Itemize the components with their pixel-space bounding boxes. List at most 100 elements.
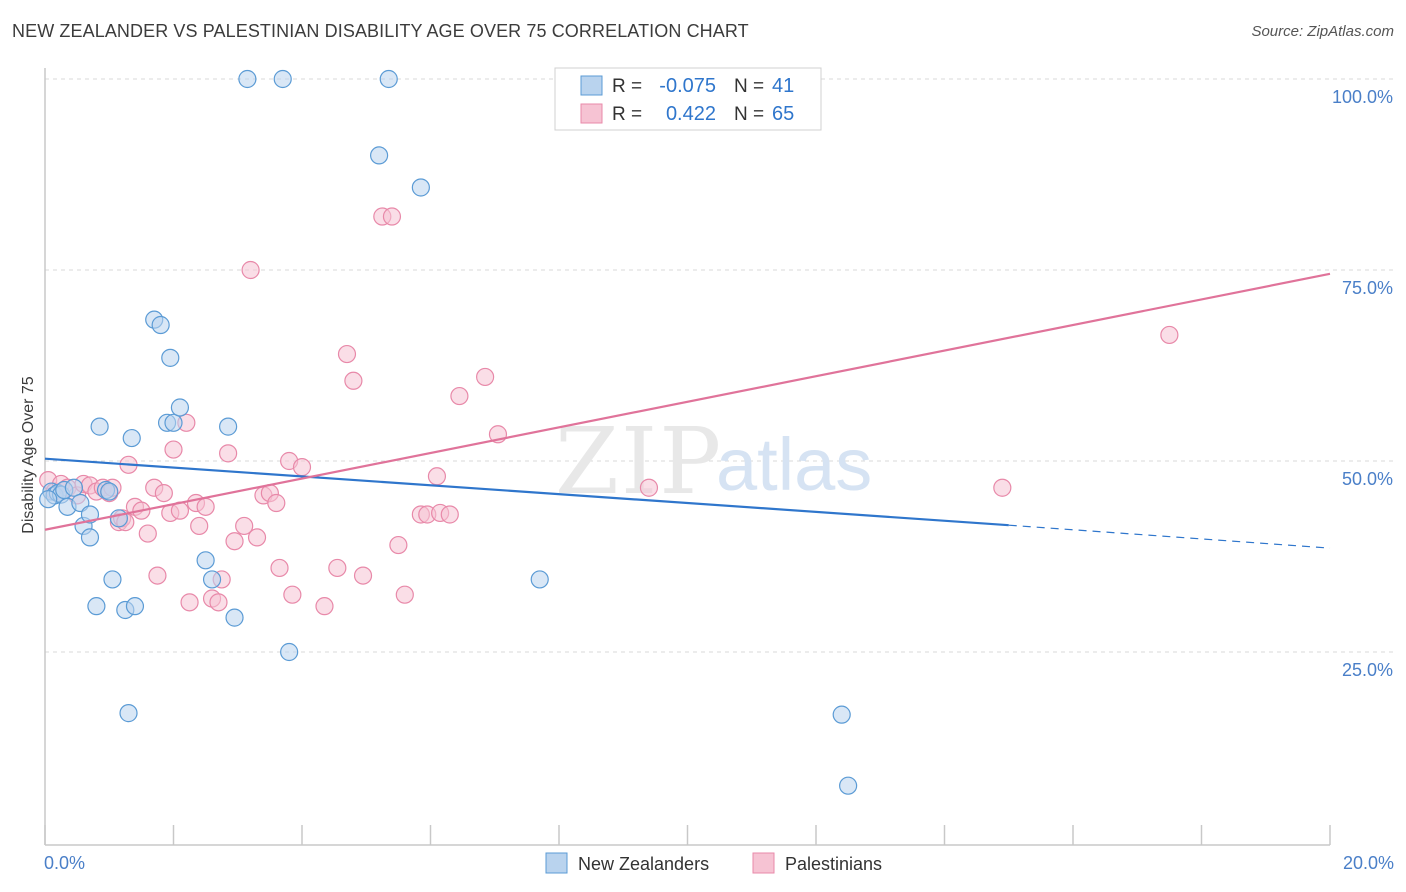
legend-swatch-blue	[580, 75, 603, 96]
new-zealanders-point	[370, 146, 389, 165]
new-zealanders-point	[119, 704, 138, 723]
new-zealanders-point	[238, 69, 257, 89]
new-zealanders-point	[411, 178, 430, 197]
new-zealanders-point	[103, 570, 122, 589]
new-zealanders-point	[122, 428, 141, 448]
palestinians-point	[292, 458, 312, 477]
new-zealanders-point	[87, 597, 106, 616]
legend-r-label-pink: R =	[612, 104, 642, 125]
palestinians-point	[315, 597, 334, 616]
new-zealanders-point	[280, 642, 299, 662]
palestinians-point	[639, 478, 659, 497]
legend-bottom-swatch-pink	[752, 852, 775, 874]
new-zealanders-point	[80, 505, 100, 524]
legend-swatch-pink	[580, 103, 603, 124]
new-zealanders-point	[161, 348, 180, 367]
palestinians-point	[270, 558, 289, 578]
legend-n-label-blue: N =	[734, 76, 764, 97]
trend-lines	[44, 272, 1331, 549]
new-zealanders-trend-extension	[1008, 524, 1331, 549]
palestinians-point	[138, 524, 157, 543]
legend-bottom: New Zealanders Palestinians	[545, 852, 882, 874]
legend-bottom-label-blue: New Zealanders	[578, 854, 709, 874]
watermark: ZIP atlas	[555, 408, 872, 515]
palestinians-point	[247, 528, 267, 547]
legend-r-value-pink: 0.422	[666, 103, 716, 125]
new-zealanders-point	[151, 315, 170, 335]
legend-n-value-pink: 65	[772, 103, 794, 125]
new-zealanders-point	[273, 69, 292, 89]
palestinians-point	[440, 505, 459, 524]
x-tick-label: 20.0%	[1343, 853, 1394, 873]
palestinians-point	[353, 566, 373, 585]
palestinians-point	[395, 585, 414, 604]
new-zealanders-point	[64, 478, 84, 497]
palestinians-trend-line	[44, 272, 1331, 531]
new-zealanders-point	[125, 597, 145, 616]
y-tick-label: 50.0%	[1342, 469, 1393, 489]
new-zealanders-point	[832, 705, 851, 724]
watermark-atlas: atlas	[716, 423, 872, 506]
x-tick-label: 0.0%	[44, 853, 85, 873]
palestinians-point	[389, 535, 408, 555]
y-tick-label: 25.0%	[1342, 660, 1393, 680]
palestinians-point	[476, 367, 495, 387]
palestinians-point	[427, 467, 447, 486]
palestinians-point	[225, 532, 244, 551]
legend-r-value-blue: -0.075	[659, 75, 716, 97]
new-zealanders-point	[164, 413, 183, 432]
palestinians-point	[337, 344, 357, 364]
y-axis-label: Disability Age Over 75	[20, 376, 37, 534]
palestinians-point	[241, 260, 260, 280]
legend-n-value-blue: 41	[772, 75, 794, 97]
series-palestinians-points	[39, 69, 1179, 616]
series-new-zealanders-points	[39, 69, 858, 795]
palestinians-point	[180, 593, 199, 612]
new-zealanders-point	[196, 551, 215, 570]
legend-top: R = -0.075 N = 41 R = 0.422 N = 65	[554, 67, 822, 131]
new-zealanders-trend-line	[44, 457, 1009, 527]
watermark-zip: ZIP	[555, 408, 723, 515]
palestinians-point	[154, 483, 173, 503]
palestinians-point	[328, 558, 347, 578]
legend-bottom-label-pink: Palestinians	[785, 854, 882, 874]
palestinians-point	[235, 516, 254, 536]
new-zealanders-point	[530, 570, 549, 589]
y-tick-label: 75.0%	[1342, 278, 1393, 298]
new-zealanders-point	[170, 398, 190, 417]
palestinians-point	[209, 593, 228, 612]
source-credit: Source: ZipAtlas.com	[1251, 23, 1394, 40]
new-zealanders-point	[100, 482, 119, 501]
new-zealanders-point	[379, 69, 398, 89]
new-zealanders-point	[219, 417, 238, 436]
palestinians-point	[283, 585, 302, 604]
palestinians-point	[219, 444, 238, 463]
palestinians-point	[267, 493, 286, 513]
new-zealanders-point	[839, 776, 858, 795]
legend-r-label-blue: R =	[612, 76, 642, 97]
palestinians-point	[993, 478, 1012, 497]
palestinians-point	[382, 207, 402, 226]
grid-lines	[45, 78, 1395, 653]
legend-n-label-pink: N =	[734, 104, 764, 125]
new-zealanders-point	[109, 509, 128, 528]
new-zealanders-point	[39, 490, 58, 509]
palestinians-point	[344, 371, 363, 390]
new-zealanders-point	[90, 417, 109, 436]
new-zealanders-point	[202, 570, 222, 589]
palestinians-point	[1160, 325, 1179, 345]
palestinians-point	[190, 516, 209, 536]
palestinians-point	[196, 497, 215, 516]
new-zealanders-point	[80, 528, 100, 547]
chart-title: NEW ZEALANDER VS PALESTINIAN DISABILITY …	[12, 21, 749, 41]
palestinians-point	[164, 440, 183, 459]
new-zealanders-point	[225, 608, 244, 627]
axes	[44, 68, 1331, 846]
legend-bottom-swatch-blue	[545, 852, 568, 874]
y-tick-labels: 25.0% 50.0% 75.0% 100.0%	[1332, 87, 1393, 680]
palestinians-point	[450, 386, 469, 406]
palestinians-point	[148, 566, 167, 585]
x-tick-labels: 0.0% 20.0%	[44, 853, 1394, 873]
y-tick-label: 100.0%	[1332, 87, 1393, 107]
